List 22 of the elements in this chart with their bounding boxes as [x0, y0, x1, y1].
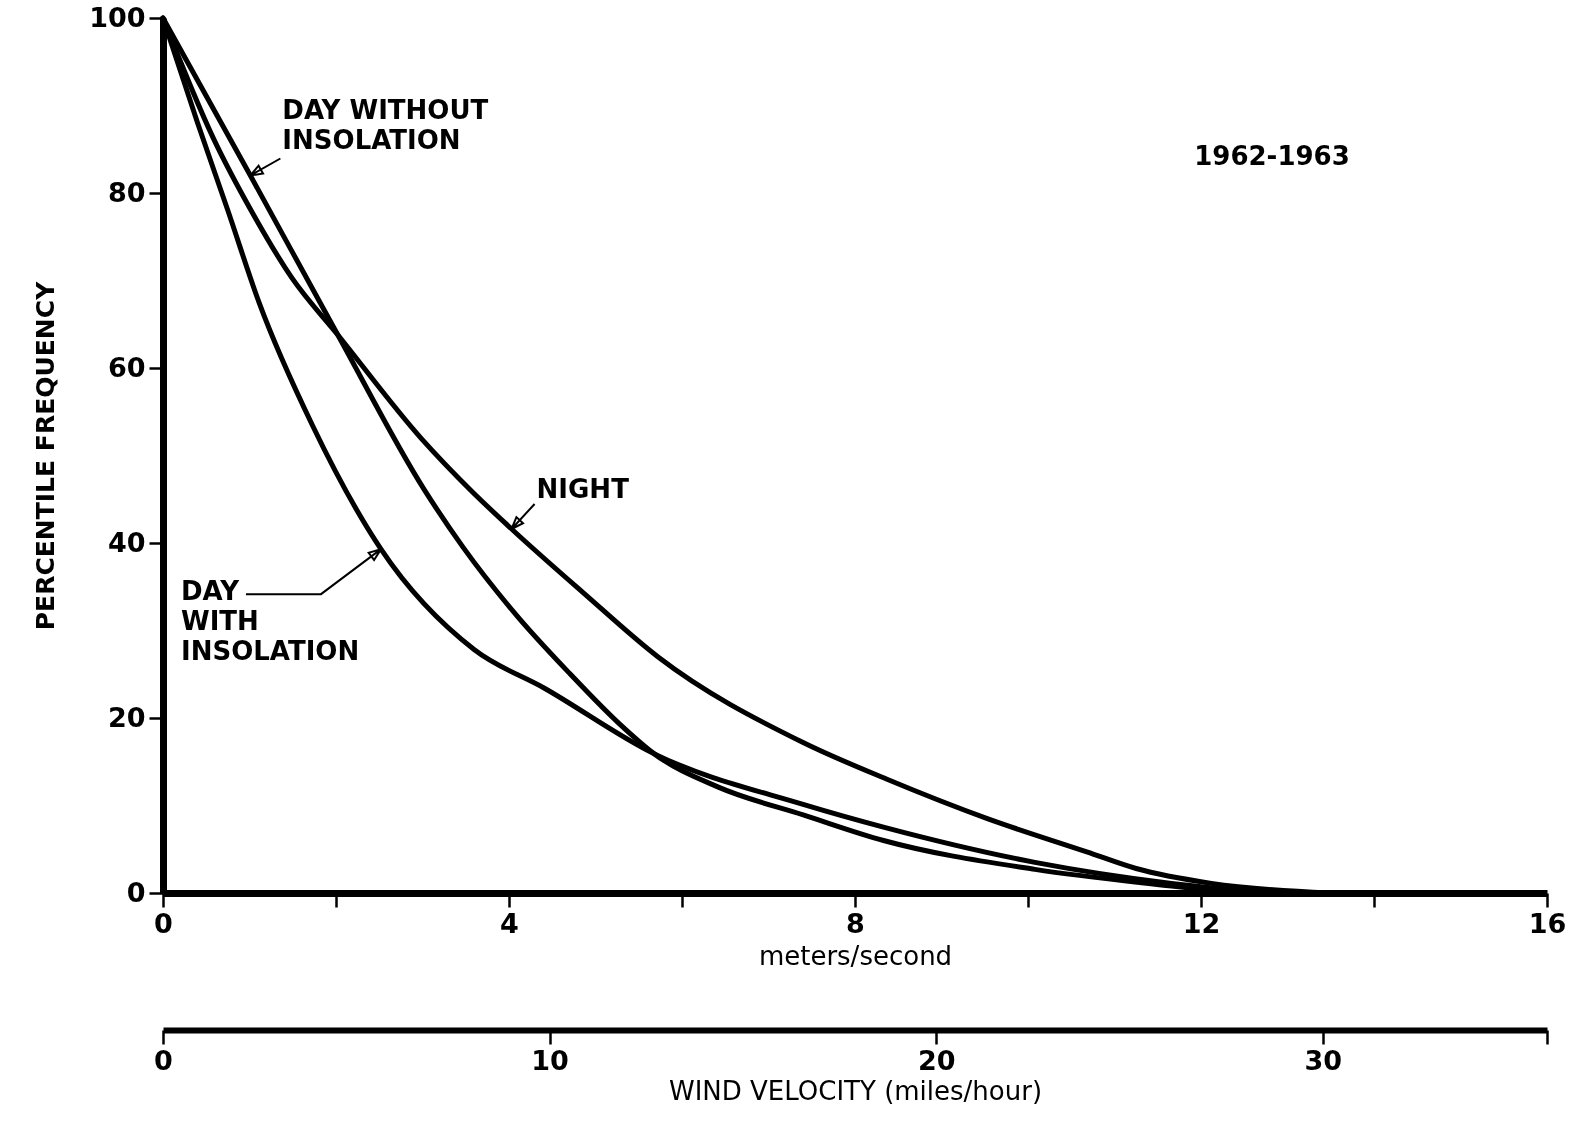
y-tick-label: 100	[89, 1, 146, 33]
x2-axis-title: WIND VELOCITY (miles/hour)	[668, 1075, 1043, 1106]
y-tick-label: 80	[107, 176, 146, 208]
x-tick-label: 12	[1182, 907, 1221, 939]
y-tick-label: 20	[107, 701, 146, 733]
x-tick-label: 16	[1528, 907, 1567, 939]
x-tick-label: 4	[500, 907, 519, 939]
x-tick-label: 0	[154, 907, 173, 939]
x2-tick-label: 20	[917, 1044, 956, 1076]
series-label: NIGHT	[536, 474, 630, 504]
x-axis-title: meters/second	[758, 940, 953, 971]
x2-tick-label: 30	[1304, 1044, 1343, 1076]
y-axis-title: PERCENTILE FREQUENCY	[31, 280, 61, 631]
series-label: DAY WITHOUT INSOLATION	[282, 94, 489, 155]
annotation: 1962-1963	[1194, 141, 1350, 171]
y-tick-label: 40	[107, 526, 146, 558]
x2-tick-label: 0	[154, 1044, 173, 1076]
y-tick-label: 60	[107, 351, 146, 383]
y-tick-label: 0	[126, 876, 146, 908]
x2-tick-label: 10	[531, 1044, 569, 1076]
x-tick-label: 8	[846, 907, 865, 939]
series-label: DAY WITH INSOLATION	[180, 576, 360, 667]
